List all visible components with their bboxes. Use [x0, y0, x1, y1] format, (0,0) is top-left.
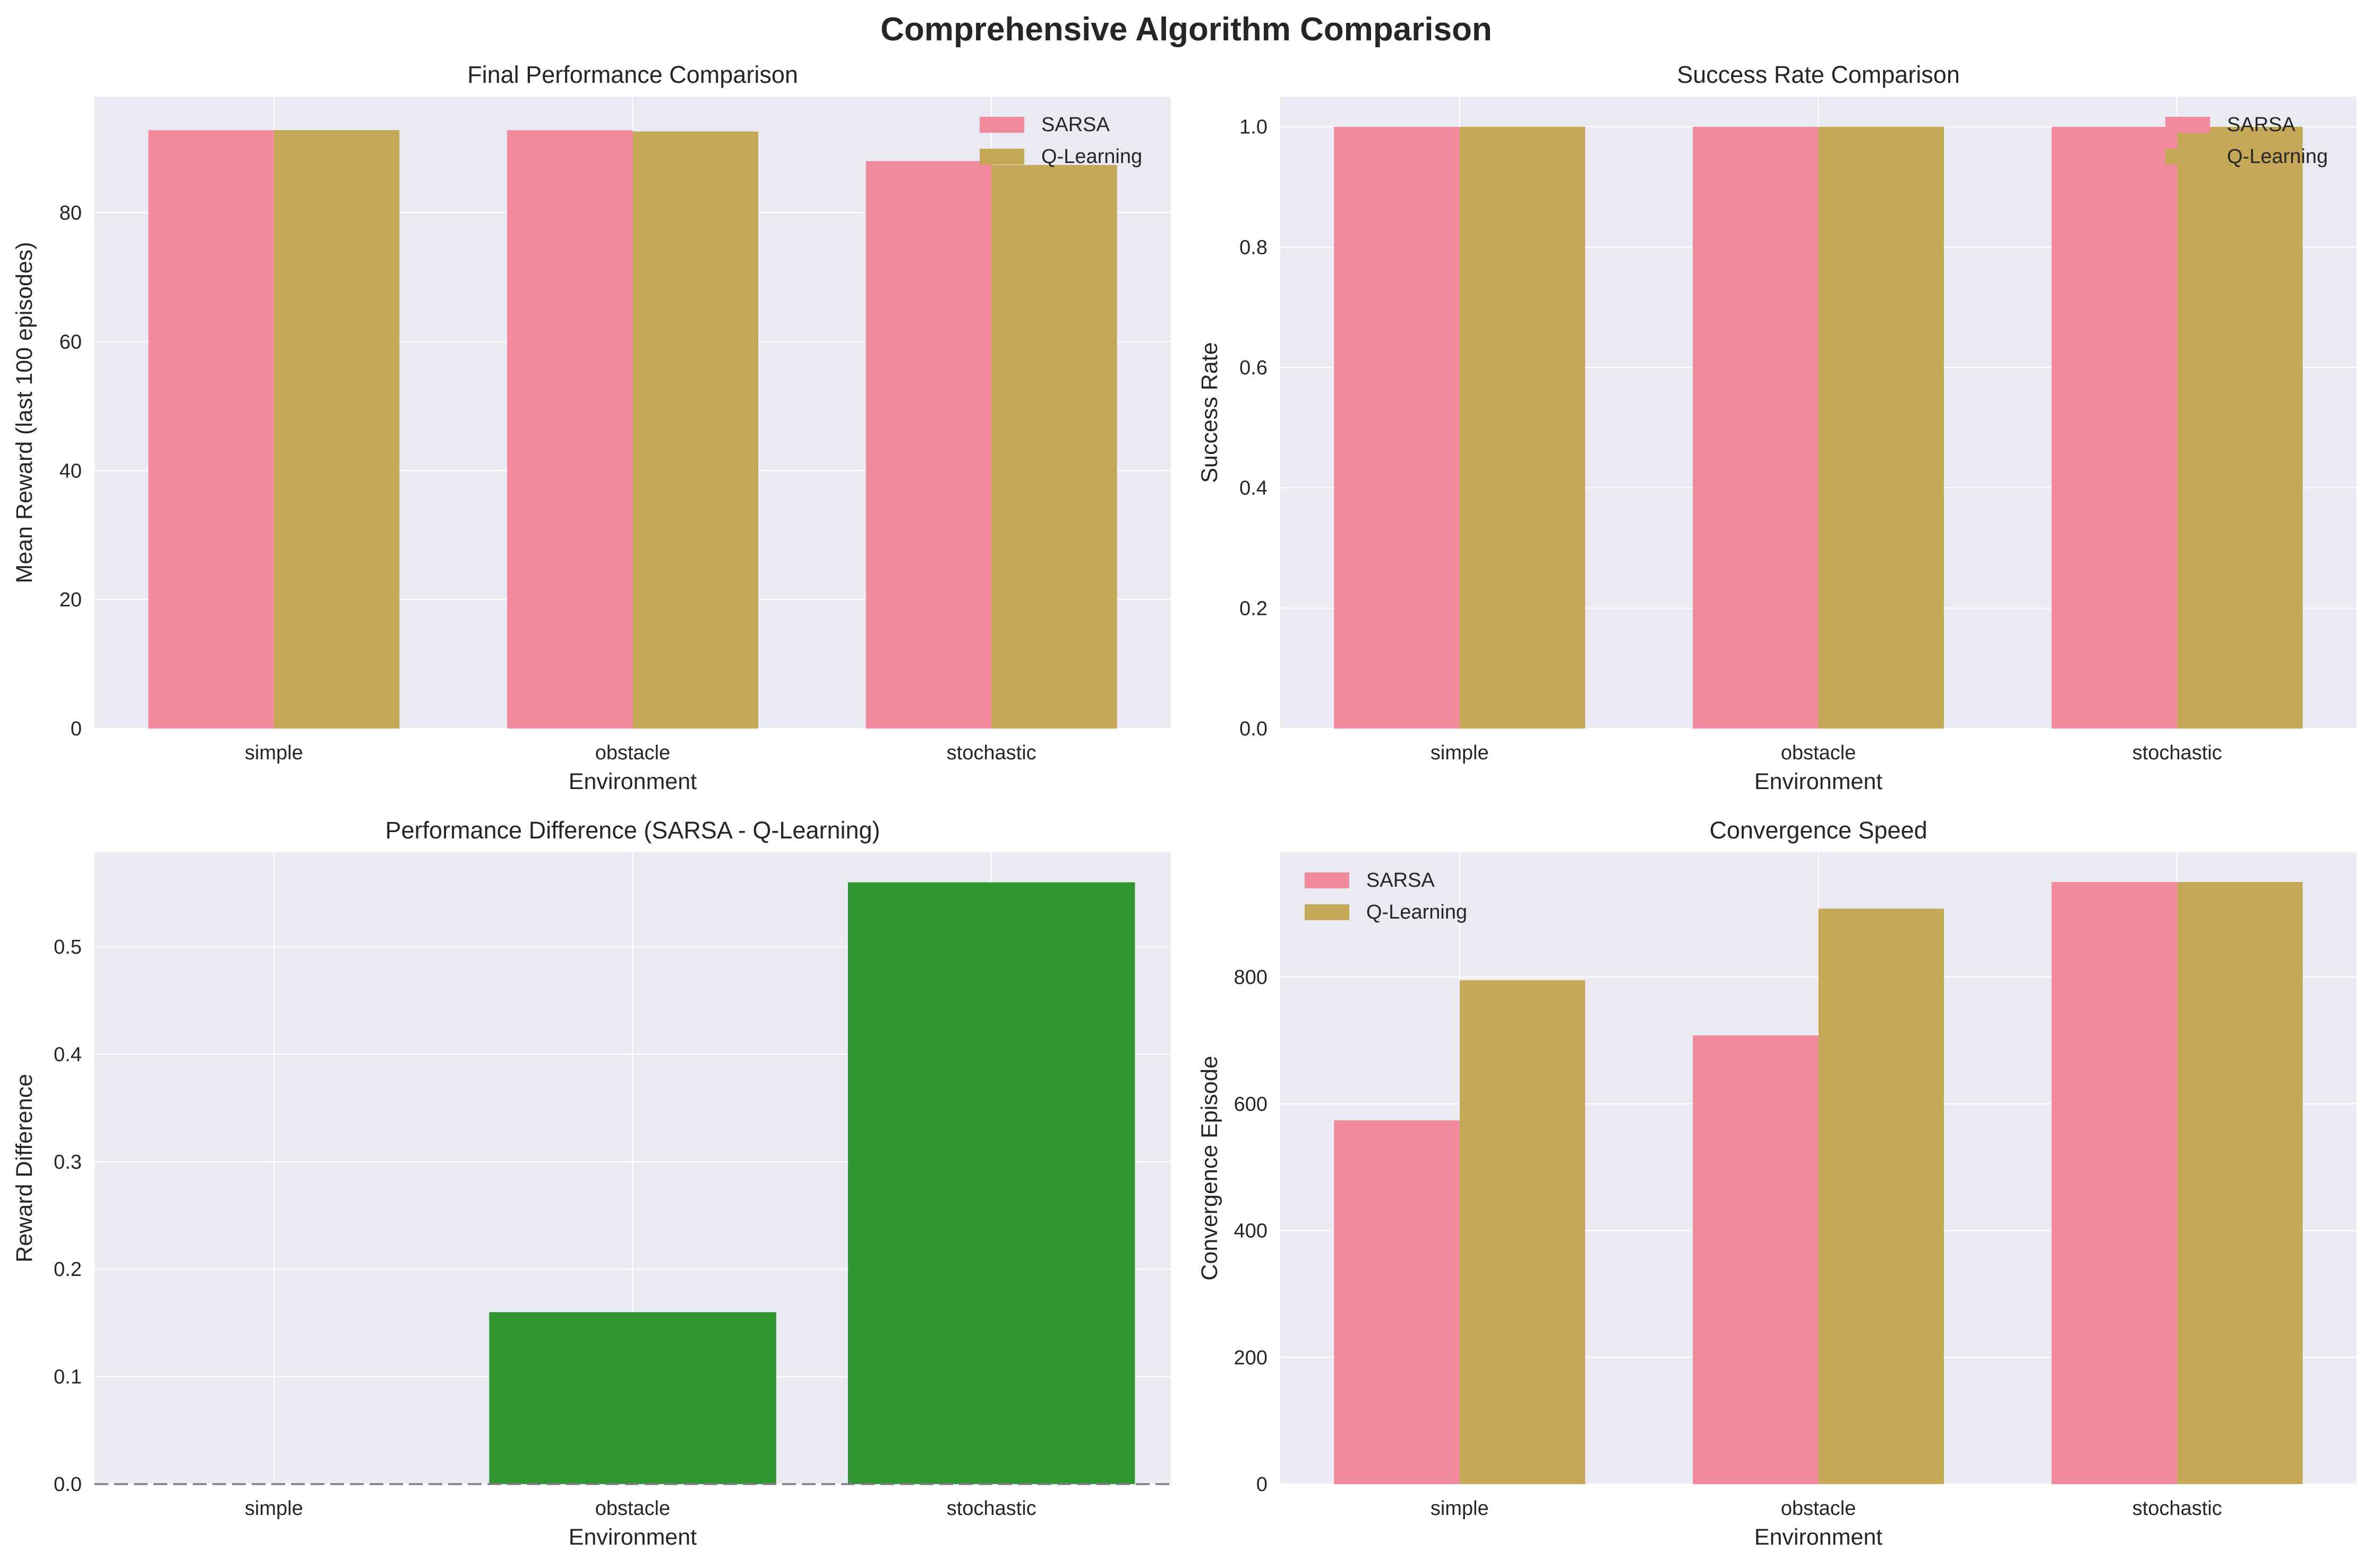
bar-qlearning-simple	[273, 130, 400, 729]
bar-sarsa-stochastic	[866, 161, 992, 729]
chart-success_rate: 0.0 0.2 0.4 0.6 0.8 1.0 simple obstacle stochast…	[1197, 61, 2357, 794]
bar-sarsa-obstacle	[507, 130, 633, 729]
x-tick-label: obstacle	[595, 1497, 671, 1520]
bar-qlearning-stochastic	[2177, 882, 2303, 1484]
legend-label: SARSA	[2227, 114, 2295, 136]
bar-sarsa-stochastic	[2051, 126, 2178, 729]
legend: SARSA Q-Learning	[2165, 114, 2328, 168]
x-axis-label: Environment	[1754, 1524, 1882, 1550]
chart-performance_difference: 0.0 0.1 0.2 0.3 0.4 0.5 simple obstacle stochast…	[12, 817, 1171, 1550]
x-tick-label: stochastic	[2132, 1497, 2222, 1520]
x-tick-label: obstacle	[595, 742, 671, 764]
x-axis-label: Environment	[1754, 769, 1882, 794]
y-tick-label: 0	[1256, 1473, 1267, 1496]
chart-title: Convergence Speed	[1709, 817, 1927, 844]
y-axis-label: Convergence Episode	[1197, 1056, 1222, 1280]
x-tick-label: stochastic	[947, 1497, 1036, 1520]
x-tick-label: stochastic	[2132, 742, 2222, 764]
x-tick-label: simple	[1430, 742, 1489, 764]
legend-label: Q-Learning	[2227, 145, 2328, 168]
legend-swatch-sarsa	[980, 117, 1024, 133]
y-tick-label: 0.3	[54, 1151, 82, 1173]
bar-sarsa-simple	[1334, 1120, 1460, 1484]
bar-stochastic	[847, 882, 1135, 1484]
x-tick-label: simple	[1430, 1497, 1489, 1520]
legend-label: SARSA	[1041, 114, 1110, 136]
y-axis-label: Reward Difference	[12, 1074, 37, 1262]
legend-label: Q-Learning	[1041, 145, 1142, 168]
y-tick-label: 600	[1234, 1093, 1267, 1116]
y-tick-label: 0.2	[1239, 597, 1267, 620]
y-tick-label: 800	[1234, 966, 1267, 989]
bar-qlearning-stochastic	[2177, 126, 2303, 729]
bar-qlearning-stochastic	[991, 165, 1117, 729]
legend: SARSA Q-Learning	[1305, 869, 1467, 923]
y-tick-label: 1.0	[1239, 116, 1267, 139]
chart-final_performance: 0 20 40 60 80 simple obstacle stochastic Environ…	[12, 61, 1171, 794]
legend-swatch-qlearning	[2165, 149, 2210, 165]
figure-title: Comprehensive Algorithm Comparison	[880, 11, 1492, 48]
bar-sarsa-obstacle	[1693, 126, 1819, 729]
y-axis-label: Mean Reward (last 100 episodes)	[12, 242, 37, 584]
x-tick-label: simple	[245, 742, 303, 764]
y-axis-label: Success Rate	[1197, 342, 1222, 483]
legend: SARSA Q-Learning	[980, 114, 1142, 168]
bar-qlearning-simple	[1459, 980, 1586, 1484]
x-tick-label: stochastic	[947, 742, 1036, 764]
legend-label: SARSA	[1366, 869, 1435, 892]
x-tick-label: obstacle	[1781, 1497, 1856, 1520]
x-axis-label: Environment	[569, 769, 697, 794]
x-axis-label: Environment	[569, 1524, 697, 1550]
legend-swatch-qlearning	[980, 149, 1024, 165]
y-tick-label: 40	[59, 460, 82, 482]
bar-sarsa-simple	[148, 130, 274, 729]
y-tick-label: 60	[59, 331, 82, 353]
y-tick-label: 200	[1234, 1347, 1267, 1369]
legend-swatch-sarsa	[1305, 872, 1349, 888]
chart-title: Success Rate Comparison	[1677, 61, 1960, 88]
legend-swatch-qlearning	[1305, 904, 1349, 920]
y-tick-label: 0.4	[54, 1043, 82, 1066]
chart-convergence_speed: 0 200 400 600 800 simple obstacle stochastic Env…	[1197, 817, 2357, 1550]
chart-title: Final Performance Comparison	[467, 61, 798, 88]
y-tick-label: 0.8	[1239, 236, 1267, 259]
bar-qlearning-obstacle	[632, 131, 758, 729]
legend-swatch-sarsa	[2165, 117, 2210, 133]
y-tick-label: 0.6	[1239, 357, 1267, 379]
y-tick-label: 0	[71, 718, 82, 740]
bar-qlearning-simple	[1459, 126, 1586, 729]
y-tick-label: 400	[1234, 1220, 1267, 1243]
bar-obstacle	[489, 1312, 776, 1484]
bar-sarsa-simple	[1334, 126, 1460, 729]
y-tick-label: 0.0	[1239, 718, 1267, 740]
bar-sarsa-obstacle	[1693, 1035, 1819, 1484]
x-tick-label: obstacle	[1781, 742, 1856, 764]
y-tick-label: 0.1	[54, 1366, 82, 1389]
chart-panels: 0 20 40 60 80 simple obstacle stochastic Environ…	[12, 61, 2357, 1550]
chart-title: Performance Difference (SARSA - Q-Learni…	[385, 817, 880, 844]
y-tick-label: 20	[59, 589, 82, 611]
y-tick-label: 0.0	[54, 1473, 82, 1496]
x-tick-label: simple	[245, 1497, 303, 1520]
y-tick-label: 0.4	[1239, 477, 1267, 500]
y-tick-label: 0.5	[54, 936, 82, 958]
bar-qlearning-obstacle	[1818, 909, 1944, 1484]
bar-qlearning-obstacle	[1818, 126, 1944, 729]
y-tick-label: 0.2	[54, 1258, 82, 1281]
legend-label: Q-Learning	[1366, 901, 1467, 923]
bar-sarsa-stochastic	[2051, 882, 2178, 1484]
y-tick-label: 80	[59, 202, 82, 225]
